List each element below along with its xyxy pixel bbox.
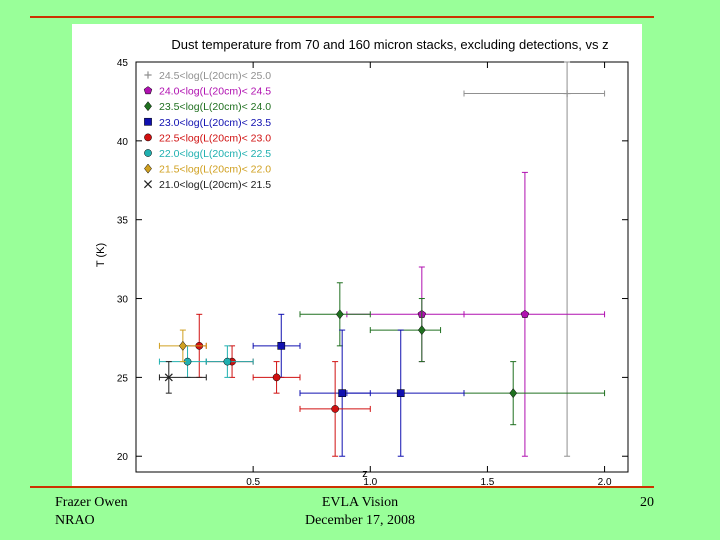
legend-entry: 23.0<log(L(20cm)< 23.5: [159, 117, 271, 129]
y-axis-label: T (K): [95, 243, 107, 267]
chart-panel: Dust temperature from 70 and 160 micron …: [72, 24, 642, 488]
series-group: [158, 361, 207, 394]
legend-entry: 24.5<log(L(20cm)< 25.0: [159, 70, 271, 82]
data-point: [272, 373, 281, 382]
plot-frame: [135, 61, 629, 473]
legend-marker: [143, 86, 153, 95]
x-tick-label: 2.0: [598, 477, 612, 486]
legend-entry: 23.5<log(L(20cm)< 24.0: [159, 101, 271, 113]
y-tick-label: 25: [117, 373, 129, 384]
footer-page-number: 20: [640, 495, 654, 510]
y-tick-label: 30: [117, 295, 129, 306]
y-tick-label: 40: [117, 137, 129, 148]
legend-entry: 22.0<log(L(20cm)< 22.5: [159, 148, 271, 160]
data-point: [335, 309, 344, 320]
legend-entry: 21.0<log(L(20cm)< 21.5: [159, 179, 271, 191]
data-point: [563, 89, 571, 98]
footer-event-date: December 17, 2008: [304, 513, 416, 528]
footer-event-name: EVLA Vision: [321, 495, 399, 510]
data-point: [164, 373, 173, 382]
legend-marker: [143, 180, 153, 189]
chart-title: Dust temperature from 70 and 160 micron …: [171, 37, 608, 52]
footer-author-org: NRAO: [55, 513, 95, 528]
data-point: [396, 389, 405, 398]
bottom-rule: [30, 486, 654, 488]
x-axis-label: z: [362, 468, 368, 480]
x-tick-label: 1.5: [480, 477, 494, 486]
data-point: [223, 357, 232, 366]
data-point: [520, 309, 530, 318]
legend-marker: [144, 101, 152, 112]
legend-marker: [144, 117, 152, 126]
legend-marker: [144, 163, 152, 174]
series-group: [463, 61, 606, 457]
data-point: [509, 388, 518, 399]
legend-marker: [144, 71, 152, 79]
series-group: [252, 313, 465, 457]
data-point: [178, 340, 187, 351]
y-tick-label: 35: [117, 216, 129, 227]
temperature-chart: Dust temperature from 70 and 160 micron …: [95, 37, 629, 488]
data-point: [277, 341, 286, 350]
y-tick-label: 20: [117, 452, 129, 463]
legend-marker: [144, 149, 152, 157]
series-group: [299, 282, 606, 426]
x-tick-label: 1.0: [363, 477, 377, 486]
y-tick-label: 45: [117, 58, 129, 69]
top-rule: [30, 16, 654, 18]
series-group: [158, 329, 207, 363]
series-group: [158, 345, 254, 378]
legend-entry: 24.0<log(L(20cm)< 24.5: [159, 86, 271, 98]
footer-event: EVLA Vision December 17, 2008: [0, 494, 720, 530]
legend-marker: [144, 133, 152, 142]
footer-author: Frazer Owen NRAO: [55, 494, 128, 530]
data-point: [417, 325, 426, 336]
data-point: [338, 389, 347, 398]
legend-entry: 21.5<log(L(20cm)< 22.0: [159, 164, 271, 176]
data-point: [331, 405, 339, 413]
legend-entry: 22.5<log(L(20cm)< 23.0: [159, 132, 271, 144]
series-group: [346, 171, 606, 457]
footer-author-name: Frazer Owen: [55, 495, 128, 510]
x-tick-label: 0.5: [246, 477, 260, 486]
